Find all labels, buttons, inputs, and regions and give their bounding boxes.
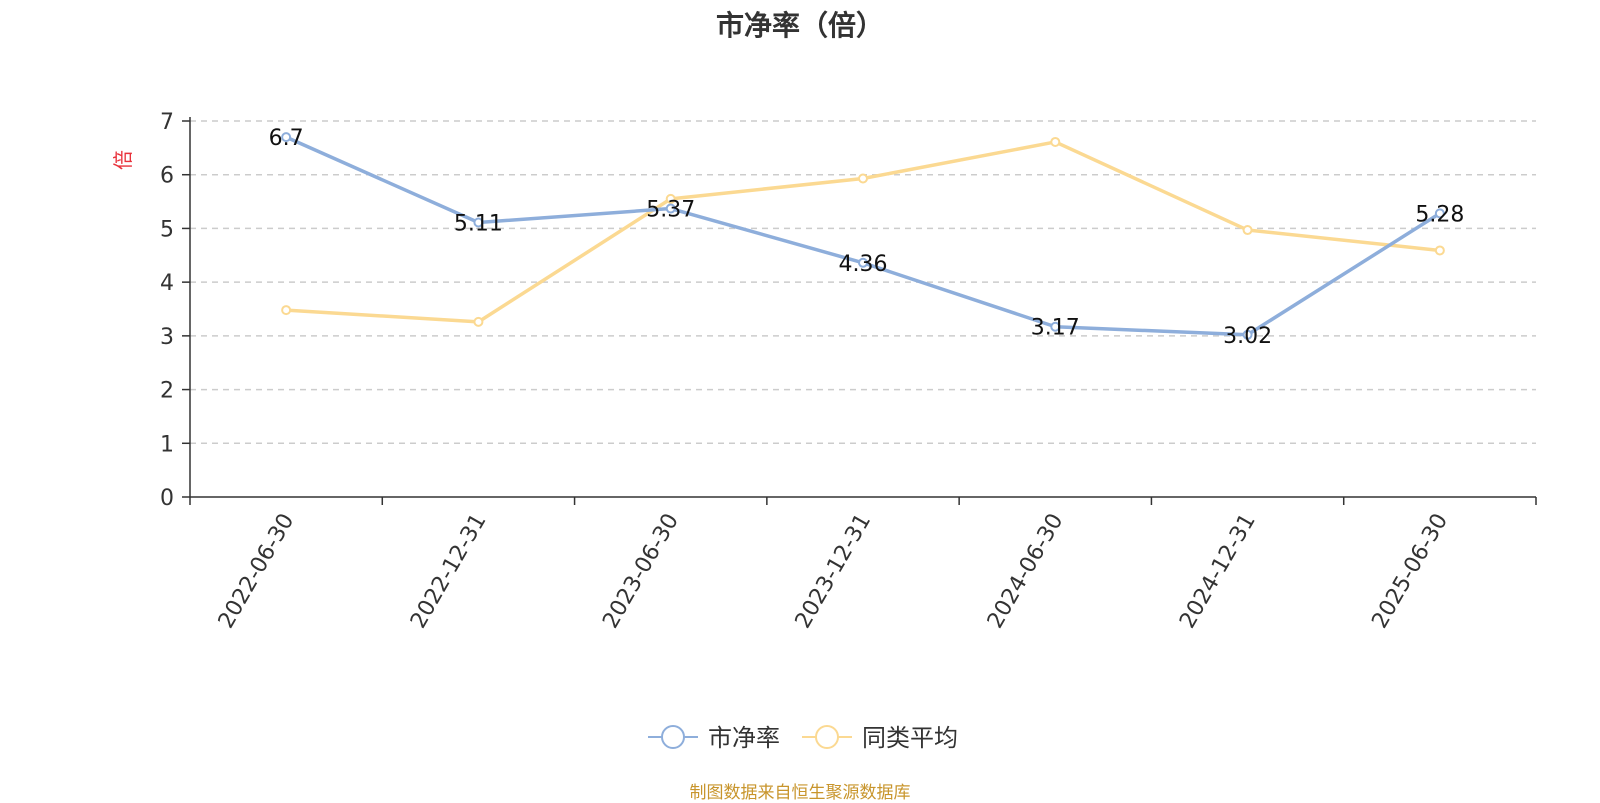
data-label: 4.36 (839, 252, 888, 277)
data-label: 5.11 (454, 212, 503, 237)
data-point (1242, 225, 1253, 236)
y-tick-label: 0 (160, 486, 174, 511)
y-tick-label: 5 (160, 217, 174, 242)
legend-marker (661, 725, 685, 749)
legend-marker (815, 725, 839, 749)
data-label: 6.7 (269, 126, 304, 151)
x-tick-label: 2022-12-31 (406, 510, 492, 633)
data-point (1434, 245, 1445, 256)
data-label: 3.17 (1031, 316, 1080, 341)
x-tick-label: 2025-06-30 (1367, 510, 1453, 633)
data-point (665, 203, 676, 214)
legend: 市净率 同类平均 (648, 724, 958, 752)
data-point (1434, 208, 1445, 219)
x-tick-label: 2023-12-31 (791, 510, 877, 633)
legend-label: 市净率 (708, 724, 780, 752)
data-point (858, 173, 868, 184)
source-note: 制图数据来自恒生聚源数据库 (689, 783, 911, 803)
data-point (473, 217, 484, 228)
x-tick-label: 2024-12-31 (1175, 510, 1261, 633)
legend-label: 同类平均 (862, 724, 958, 752)
series-0 (281, 132, 1445, 340)
data-point (281, 305, 292, 316)
y-tick-label: 7 (160, 110, 174, 135)
chart-title: 市净率（倍） (715, 9, 884, 42)
data-label: 5.28 (1415, 202, 1464, 227)
data-point (1242, 329, 1253, 340)
data-point (281, 132, 292, 143)
x-tick-label: 2022-06-30 (214, 510, 300, 633)
x-tick-label: 2024-06-30 (983, 510, 1069, 633)
y-tick-label: 4 (160, 271, 174, 296)
series-1 (281, 136, 1445, 327)
y-axis-label: 倍 (111, 150, 135, 170)
data-point (473, 316, 484, 327)
y-tick-label: 1 (160, 432, 174, 457)
data-point (1050, 136, 1061, 147)
y-tick-label: 2 (160, 379, 174, 404)
x-tick-label: 2023-06-30 (598, 510, 684, 633)
y-tick-label: 6 (160, 164, 174, 189)
y-tick-label: 3 (160, 325, 174, 350)
data-label: 3.02 (1223, 324, 1272, 349)
data-point (665, 193, 676, 204)
data-point (858, 257, 868, 268)
data-point (1050, 321, 1061, 332)
data-label: 5.37 (646, 198, 695, 223)
